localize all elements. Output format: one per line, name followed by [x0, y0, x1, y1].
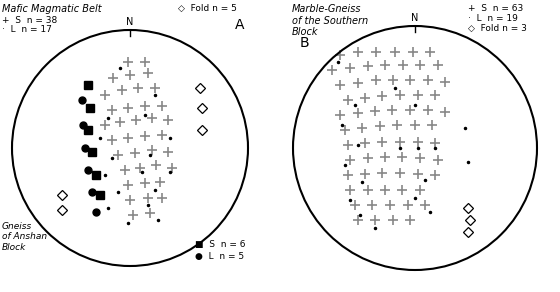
Text: ·  L  n = 19: · L n = 19 [468, 14, 518, 23]
Text: N: N [411, 13, 419, 23]
Text: ●  L  n = 5: ● L n = 5 [195, 252, 244, 261]
Text: B: B [300, 36, 310, 50]
Text: Mafic Magmatic Belt: Mafic Magmatic Belt [2, 4, 101, 14]
Text: ◇  Fold n = 5: ◇ Fold n = 5 [178, 4, 237, 13]
Text: ◇  Fold n = 3: ◇ Fold n = 3 [468, 24, 527, 33]
Text: A: A [235, 18, 245, 32]
Text: ·  L  n = 17: · L n = 17 [2, 25, 52, 34]
Text: N: N [127, 17, 134, 27]
Text: Marble-Gneiss
of the Southern
Block: Marble-Gneiss of the Southern Block [292, 4, 368, 37]
Text: +  S  n = 63: + S n = 63 [468, 4, 523, 13]
Text: Gneiss
of Anshan
Block: Gneiss of Anshan Block [2, 222, 47, 252]
Text: ■  S  n = 6: ■ S n = 6 [195, 240, 245, 249]
Text: +  S  n = 38: + S n = 38 [2, 16, 57, 25]
